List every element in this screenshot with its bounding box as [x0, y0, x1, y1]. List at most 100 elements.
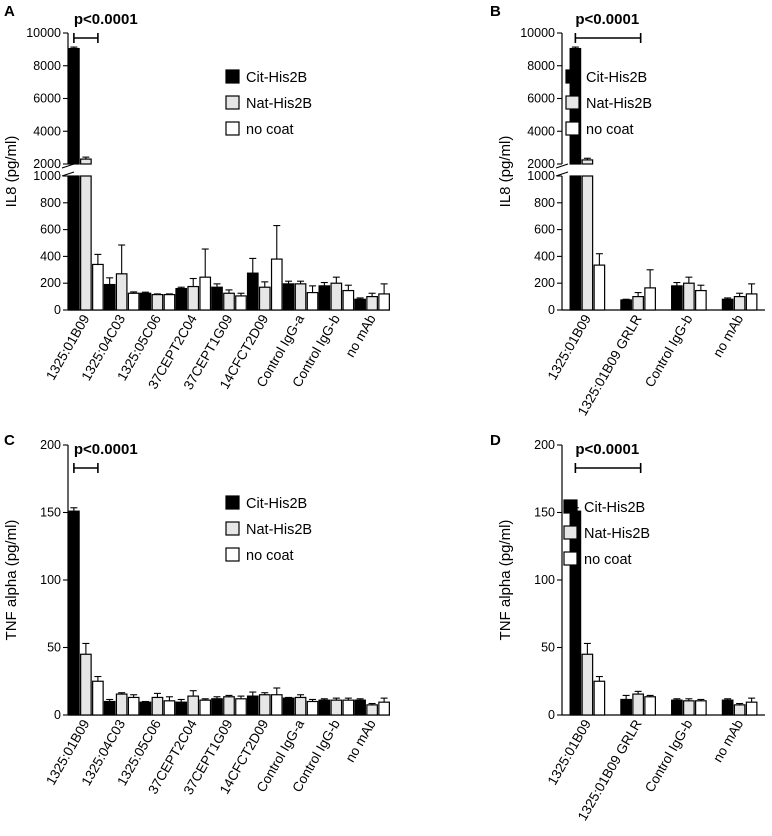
chart-a-y-tick-label: 6000	[33, 92, 61, 106]
chart-b-svg: 2000 4000 6000 8000 10000 0 200 400 600 800 1000 IL…	[497, 11, 765, 418]
chart-b-bar-no-coat	[593, 264, 606, 311]
chart-a-legend-label: Nat-His2B	[246, 96, 312, 112]
chart-c-bar-no-coat	[306, 700, 319, 716]
chart-b-y-tick-label: 10000	[520, 26, 555, 40]
chart-c-legend-swatch	[225, 547, 240, 562]
chart-d-bar-no-coat	[695, 700, 707, 716]
chart-c-bar-no-coat	[270, 694, 283, 716]
panel-letter-c: C	[4, 432, 15, 449]
chart-d-bar-nat-his2b	[581, 653, 594, 716]
chart-c-bar-nat-his2b	[80, 653, 92, 716]
chart-d-legend-label: no coat	[584, 552, 632, 568]
chart-b-bar-cit-his2b	[721, 298, 734, 311]
chart-a-bar-nat-his2b	[151, 293, 164, 311]
chart-d-bar-cit-his2b	[721, 699, 734, 716]
panel-a: A 2000 4000 6000 8000 10000 0 200 400 600 800 1000…	[0, 0, 400, 420]
chart-d-y-tick-label: 200	[534, 438, 555, 452]
chart-c-bar-cit-his2b	[175, 701, 188, 716]
chart-a-legend-swatch	[225, 95, 240, 110]
chart-d-bar-cit-his2b	[671, 699, 683, 716]
chart-a-bar-nat-his2b	[294, 283, 307, 311]
chart-a-y-tick-label: 400	[40, 249, 61, 263]
chart-a-bar-no-coat	[342, 289, 355, 311]
chart-a-axis-break-mark	[61, 171, 75, 177]
chart-a-bar-nat-his2b	[80, 175, 92, 311]
chart-c-bar-no-coat	[199, 699, 212, 716]
chart-d-bar-no-coat	[745, 701, 758, 716]
chart-b-axis-break-gap	[554, 166, 765, 174]
chart-b-y-tick-label: 8000	[527, 59, 555, 73]
chart-a-bar-no-coat	[92, 263, 104, 311]
chart-c-bar-cit-his2b	[103, 700, 116, 716]
chart-b-bar-no-coat	[695, 289, 707, 311]
chart-d-legend-swatch	[563, 499, 578, 514]
chart-b-legend-label: Cit-His2B	[586, 70, 647, 86]
chart-a-bar-cit-his2b	[354, 298, 366, 311]
chart-a-bar-nat-his2b-upper	[80, 158, 92, 165]
chart-b-axis-break-mark	[555, 171, 569, 177]
chart-c-bar-nat-his2b	[151, 696, 164, 716]
chart-b-y-tick-label: 400	[534, 249, 555, 263]
chart-b-x-tick-label: no mAb	[710, 312, 746, 360]
chart-a-bar-no-coat	[235, 295, 247, 311]
chart-d-bar-nat-his2b	[733, 704, 746, 716]
chart-c-legend-label: no coat	[246, 548, 294, 564]
chart-c-annotation: p<0.0001	[74, 441, 138, 458]
chart-c-y-tick-label: 100	[40, 573, 61, 587]
chart-a-bar-no-coat	[270, 258, 283, 311]
chart-b-bar-no-coat	[745, 293, 758, 311]
chart-a-y-tick-label: 8000	[33, 59, 61, 73]
panel-d: D 0 50 100 150 200 TNF alpha (pg/ml) 1325:01B0…	[490, 420, 772, 836]
chart-c-y-label: TNF alpha (pg/ml)	[3, 520, 20, 641]
chart-c-y-tick-label: 200	[40, 438, 61, 452]
chart-a-y-tick-label: 10000	[26, 26, 61, 40]
chart-a-axis-break-mark	[61, 163, 75, 169]
chart-d-bar-cit-his2b	[569, 510, 582, 716]
chart-a-legend-label: Cit-His2B	[246, 70, 307, 86]
chart-b-legend-swatch	[565, 69, 580, 84]
chart-b-y-tick-label: 200	[534, 276, 555, 290]
chart-b-bar-cit-his2b	[620, 299, 632, 311]
chart-c-y-tick-label: 50	[47, 641, 61, 655]
chart-a-legend-swatch	[225, 69, 240, 84]
chart-d-legend-label: Cit-His2B	[584, 500, 645, 516]
chart-c-bar-no-coat	[92, 680, 104, 716]
chart-b-x-tick-label: Control IgG-b	[642, 312, 696, 390]
chart-b-bar-cit-his2b	[569, 175, 582, 311]
chart-c-bar-nat-his2b	[330, 699, 343, 716]
chart-d-bar-no-coat	[644, 696, 656, 716]
chart-c-bar-nat-his2b	[294, 696, 307, 716]
chart-d-x-tick-label: Control IgG-b	[642, 717, 696, 795]
chart-c-bar-nat-his2b	[115, 693, 128, 716]
chart-c-y-tick-label: 150	[40, 506, 61, 520]
chart-b-legend-label: Nat-His2B	[586, 96, 652, 112]
chart-a-bar-nat-his2b	[115, 273, 128, 311]
chart-c-legend-swatch	[225, 495, 240, 510]
chart-a-svg: 2000 4000 6000 8000 10000 0 200 400 600 800 1000 IL…	[3, 11, 390, 392]
chart-c-bar-no-coat	[163, 700, 176, 716]
chart-a-y-tick-label: 800	[40, 196, 61, 210]
chart-a-bar-cit-his2b	[246, 272, 259, 311]
chart-c-bar-nat-his2b	[366, 704, 378, 716]
chart-b-x-tick-label: 1325:01B09	[545, 312, 594, 383]
chart-a-bar-no-coat	[127, 292, 140, 311]
chart-a-y-tick-label: 600	[40, 223, 61, 237]
chart-b-annotation: p<0.0001	[575, 11, 639, 28]
chart-d-y-tick-label: 150	[534, 506, 555, 520]
chart-c-bar-cit-his2b	[139, 701, 152, 716]
chart-c-bar-nat-his2b	[258, 694, 271, 716]
chart-b-bar-cit-his2b	[671, 285, 683, 311]
chart-a-bar-nat-his2b	[187, 285, 200, 311]
chart-b-axis-break-mark	[555, 163, 569, 169]
chart-c-bar-cit-his2b	[318, 699, 331, 716]
chart-b-y-tick-label: 0	[548, 303, 555, 317]
chart-b-y-tick-label: 600	[534, 223, 555, 237]
panel-c: C 0 50 100 150 200 TNF alpha (pg/ml) 1325:01B0…	[0, 420, 400, 836]
chart-d-x-tick-label: 1325:01B09	[545, 717, 594, 788]
chart-d-y-tick-label: 0	[548, 708, 555, 722]
panel-letter-a: A	[4, 3, 15, 20]
chart-b-y-label: IL8 (pg/ml)	[497, 136, 514, 208]
chart-a-bar-nat-his2b	[258, 286, 271, 311]
chart-a-bar-cit-his2b	[68, 175, 80, 311]
